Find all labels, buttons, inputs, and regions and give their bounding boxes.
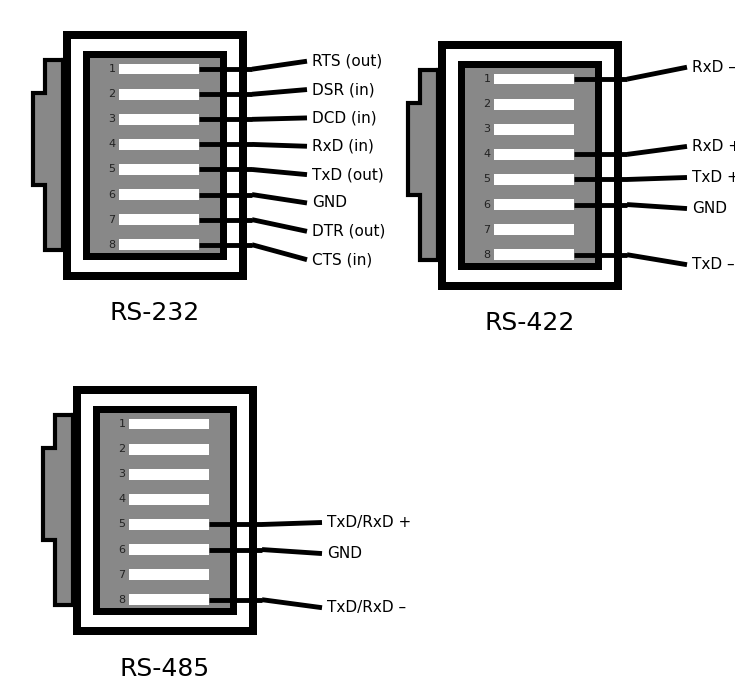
Bar	[494, 199, 574, 210]
Bar	[118, 114, 199, 125]
Text: CTS (in): CTS (in)	[312, 252, 372, 267]
Bar	[494, 99, 574, 110]
Bar	[129, 569, 209, 580]
Bar	[83, 50, 227, 260]
Bar	[118, 64, 199, 74]
Text: RxD +: RxD +	[692, 139, 735, 154]
Text: DSR (in): DSR (in)	[312, 82, 375, 97]
Bar	[118, 214, 199, 225]
Text: GND: GND	[312, 196, 347, 210]
Text: 2: 2	[109, 90, 115, 99]
Bar	[118, 89, 199, 99]
Text: GND: GND	[327, 546, 362, 561]
Bar	[129, 494, 209, 504]
Text: 5: 5	[109, 165, 115, 174]
Bar	[129, 469, 209, 480]
Text: 3: 3	[109, 114, 115, 124]
Bar	[465, 68, 595, 263]
Bar	[494, 74, 574, 85]
Text: DCD (in): DCD (in)	[312, 110, 376, 125]
Polygon shape	[33, 61, 63, 249]
Text: 8: 8	[109, 240, 115, 249]
Bar	[438, 41, 622, 289]
Text: 4: 4	[484, 150, 490, 159]
Bar	[90, 57, 220, 252]
Text: 1: 1	[118, 419, 126, 429]
Text: GND: GND	[692, 201, 727, 216]
Text: RS-422: RS-422	[485, 311, 576, 336]
Text: 3: 3	[118, 469, 126, 480]
Text: 8: 8	[118, 595, 126, 605]
Bar	[446, 48, 614, 282]
Text: RTS (out): RTS (out)	[312, 54, 382, 69]
Bar	[494, 174, 574, 185]
Polygon shape	[43, 415, 73, 605]
Text: 3: 3	[484, 124, 490, 134]
Bar	[71, 39, 239, 271]
Text: 6: 6	[118, 544, 126, 555]
Bar	[494, 225, 574, 235]
Bar	[118, 189, 199, 200]
Text: RxD (in): RxD (in)	[312, 138, 374, 154]
Bar	[494, 249, 574, 260]
Text: TxD/RxD +: TxD/RxD +	[327, 515, 412, 530]
Text: DTR (out): DTR (out)	[312, 224, 385, 239]
Text: 4: 4	[118, 495, 126, 504]
Bar	[129, 419, 209, 429]
Text: 7: 7	[118, 570, 126, 579]
Bar	[63, 30, 247, 280]
Bar	[494, 149, 574, 160]
Bar	[129, 544, 209, 555]
Text: 8: 8	[484, 249, 490, 260]
Text: 2: 2	[484, 99, 490, 110]
Polygon shape	[408, 70, 438, 260]
Text: 1: 1	[109, 64, 115, 74]
Bar	[93, 406, 237, 615]
Bar	[81, 393, 249, 626]
Text: 7: 7	[109, 215, 115, 225]
Text: TxD +: TxD +	[692, 170, 735, 185]
Bar	[129, 520, 209, 530]
Bar	[118, 164, 199, 175]
Text: TxD/RxD –: TxD/RxD –	[327, 600, 406, 615]
Text: RS-232: RS-232	[110, 302, 200, 325]
Text: 6: 6	[484, 200, 490, 209]
Bar	[118, 240, 199, 250]
Text: 2: 2	[118, 444, 126, 454]
Text: 5: 5	[484, 174, 490, 185]
Bar	[100, 413, 230, 608]
Text: RxD –: RxD –	[692, 60, 735, 74]
Text: 1: 1	[484, 74, 490, 84]
Bar	[458, 61, 602, 269]
Text: TxD –: TxD –	[692, 257, 734, 272]
Text: 6: 6	[109, 189, 115, 200]
Text: 4: 4	[109, 139, 115, 150]
Bar	[129, 595, 209, 605]
Bar	[118, 139, 199, 150]
Text: 7: 7	[484, 225, 490, 235]
Bar	[494, 124, 574, 134]
Text: RS-485: RS-485	[120, 657, 210, 681]
Text: 5: 5	[118, 520, 126, 529]
Bar	[73, 386, 257, 635]
Text: TxD (out): TxD (out)	[312, 167, 384, 182]
Bar	[129, 444, 209, 455]
